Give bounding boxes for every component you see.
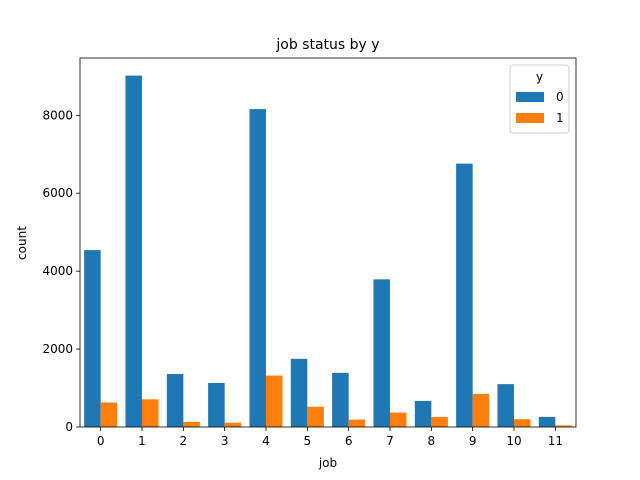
bar-job-8-y-0 xyxy=(414,400,432,427)
legend-label-1: 1 xyxy=(556,111,564,125)
plot-area xyxy=(84,75,572,427)
bar-job-5-y-0 xyxy=(290,358,308,427)
legend-swatch-0 xyxy=(516,92,544,102)
y-tick-label: 4000 xyxy=(42,264,73,278)
axes-frame xyxy=(79,57,577,428)
x-tick-label: 4 xyxy=(262,434,270,448)
bar-job-0-y-1 xyxy=(100,402,118,427)
x-tick-label: 11 xyxy=(548,434,563,448)
x-tick-label: 10 xyxy=(506,434,521,448)
bar-job-3-y-1 xyxy=(224,422,242,427)
bar-job-11-y-1 xyxy=(555,425,572,427)
y-tick-label: 0 xyxy=(65,420,73,434)
bar-job-4-y-1 xyxy=(266,375,283,427)
bar-job-7-y-1 xyxy=(390,412,407,427)
x-tick-label: 8 xyxy=(428,434,436,448)
bar-job-10-y-0 xyxy=(497,384,514,427)
bar-job-3-y-0 xyxy=(208,382,225,427)
y-axis-label: count xyxy=(15,226,29,260)
x-tick-label: 7 xyxy=(386,434,394,448)
bar-job-10-y-1 xyxy=(514,419,531,427)
bar-job-4-y-0 xyxy=(249,109,266,427)
x-tick-label: 6 xyxy=(345,434,353,448)
legend-swatch-1 xyxy=(516,113,544,123)
y-tick-label: 2000 xyxy=(42,342,73,356)
bar-job-2-y-0 xyxy=(166,374,184,427)
x-tick-label: 5 xyxy=(304,434,312,448)
bar-job-7-y-0 xyxy=(373,279,390,427)
x-tick-label: 2 xyxy=(180,434,188,448)
bar-job-1-y-0 xyxy=(125,75,142,427)
x-tick-label: 3 xyxy=(221,434,229,448)
x-axis-label: job xyxy=(318,456,337,470)
bar-job-1-y-1 xyxy=(142,399,159,427)
bar-job-5-y-1 xyxy=(307,406,324,427)
bar-job-6-y-0 xyxy=(332,372,349,427)
chart-title: job status by y xyxy=(275,37,379,53)
x-tick-label: 1 xyxy=(138,434,146,448)
bar-job-9-y-1 xyxy=(472,393,490,427)
x-tick-label: 0 xyxy=(97,434,105,448)
bar-job-0-y-0 xyxy=(84,250,101,427)
bar-job-9-y-0 xyxy=(456,163,473,427)
bar-job-8-y-1 xyxy=(431,416,448,427)
bar-job-6-y-1 xyxy=(348,419,366,427)
bar-job-2-y-1 xyxy=(183,421,200,427)
legend-label-0: 0 xyxy=(556,90,564,104)
y-tick-label: 8000 xyxy=(42,108,73,122)
bar-job-11-y-0 xyxy=(538,416,556,427)
x-tick-label: 9 xyxy=(469,434,477,448)
legend: y0 1 xyxy=(509,64,570,134)
y-tick-label: 6000 xyxy=(42,186,73,200)
legend-title: y xyxy=(536,70,543,84)
